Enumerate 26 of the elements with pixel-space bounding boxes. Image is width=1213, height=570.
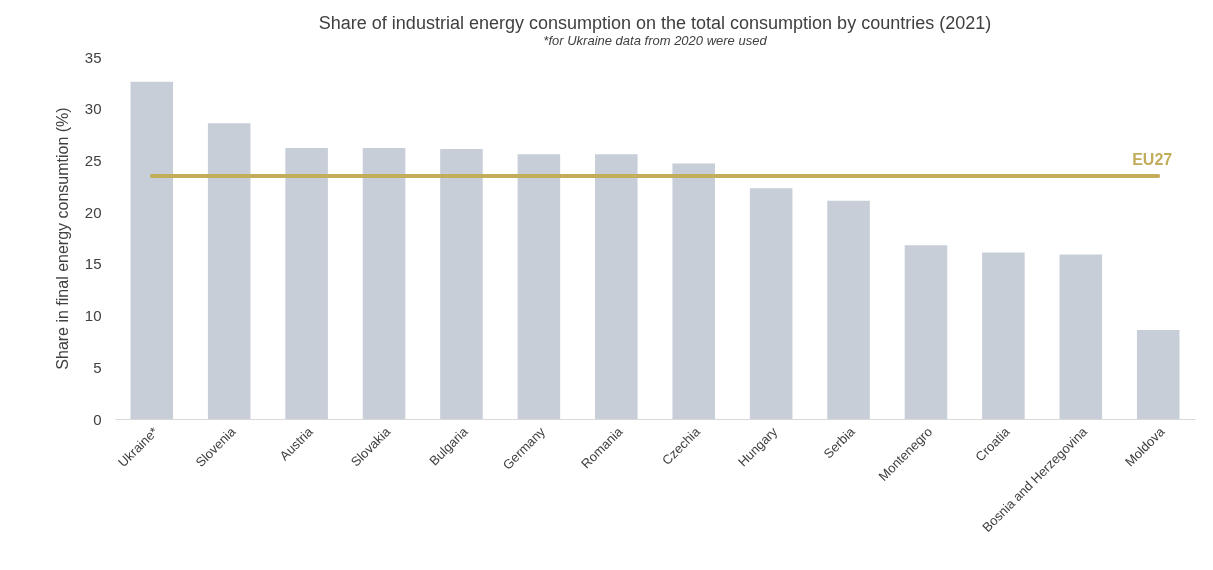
y-tick-label: 5 [93, 358, 102, 376]
bar [827, 200, 870, 419]
bar [517, 154, 561, 419]
bar [982, 252, 1025, 419]
bar [749, 188, 793, 419]
ref-line-label: EU27 [1132, 150, 1173, 168]
bar [1136, 330, 1180, 419]
bar [1059, 254, 1103, 419]
bar [130, 81, 174, 419]
chart-subtitle: *for Ukraine data from 2020 were used [543, 33, 768, 48]
y-tick-label: 10 [84, 307, 102, 325]
bar [595, 154, 638, 419]
y-tick-label: 20 [84, 203, 102, 221]
bar [904, 245, 948, 419]
chart-title: Share of industrial energy consumption on the total consumption by countries (2021) [318, 13, 992, 33]
y-tick-label: 35 [84, 48, 102, 66]
bar [285, 148, 328, 419]
bar [207, 123, 251, 419]
y-tick-label: 25 [84, 151, 102, 169]
bar [362, 148, 406, 419]
y-tick-label: 0 [93, 410, 102, 428]
y-axis-title: Share in final energy consumtion (%) [53, 107, 71, 370]
y-tick-label: 15 [84, 255, 102, 273]
bar [440, 149, 483, 419]
bar [672, 163, 715, 419]
y-tick-label: 30 [84, 100, 102, 118]
